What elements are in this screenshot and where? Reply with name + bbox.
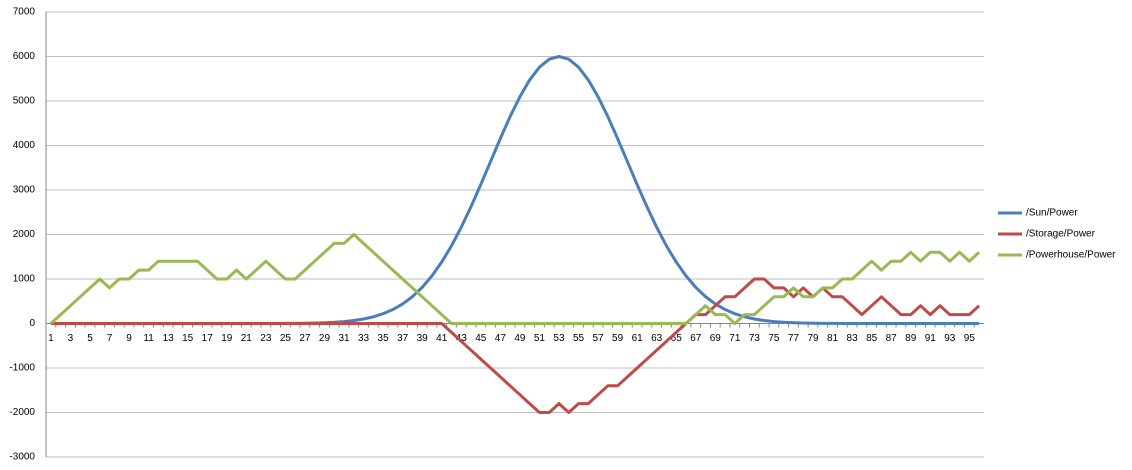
x-tick-label: 39 [417,333,429,344]
x-tick-label: 51 [534,333,546,344]
x-tick-label: 57 [592,333,604,344]
x-tick-label: 63 [651,333,663,344]
x-tick-label: 31 [338,333,350,344]
y-tick-label: -1000 [9,363,35,374]
y-tick-label: 0 [29,318,35,329]
x-tick-label: 11 [143,333,154,344]
x-tick-label: 33 [358,333,370,344]
x-tick-label: 83 [847,333,859,344]
x-tick-label: 89 [905,333,917,344]
x-tick-label: 87 [886,333,898,344]
x-tick-label: 45 [475,333,487,344]
x-tick-label: 17 [202,333,214,344]
x-tick-label: 75 [768,333,780,344]
y-tick-label: -3000 [9,452,35,463]
y-tick-label: -2000 [9,407,35,418]
y-tick-label: 7000 [13,7,36,18]
legend-label: /Powerhouse/Power [1026,250,1116,261]
x-tick-label: 65 [671,333,683,344]
x-tick-label: 61 [632,333,644,344]
x-tick-label: 59 [612,333,624,344]
x-tick-label: 47 [495,333,507,344]
y-tick-label: 4000 [13,140,36,151]
x-tick-label: 71 [729,333,741,344]
y-tick-label: 3000 [13,185,36,196]
x-tick-label: 53 [553,333,565,344]
x-tick-label: 93 [944,333,956,344]
series-line [50,277,981,414]
y-tick-label: 1000 [13,274,36,285]
x-tick-label: 85 [866,333,878,344]
legend-label: /Storage/Power [1026,229,1096,240]
x-tick-label: 29 [319,333,331,344]
x-tick-label: 37 [397,333,409,344]
x-tick-label: 23 [260,333,272,344]
y-tick-label: 2000 [13,229,36,240]
x-tick-label: 1 [48,333,54,344]
x-tick-label: 49 [514,333,526,344]
y-tick-label: 5000 [13,96,36,107]
x-tick-label: 25 [280,333,292,344]
x-tick-label: 9 [126,333,132,344]
x-tick-label: 67 [690,333,702,344]
y-tick-label: 6000 [13,51,36,62]
x-tick-label: 43 [456,333,468,344]
x-tick-label: 91 [925,333,937,344]
x-tick-label: 27 [299,333,311,344]
x-tick-label: 13 [163,333,175,344]
x-tick-label: 73 [749,333,761,344]
x-tick-label: 69 [710,333,722,344]
x-tick-label: 7 [107,333,113,344]
x-tick-label: 95 [964,333,976,344]
x-tick-label: 35 [378,333,390,344]
x-tick-label: 19 [221,333,233,344]
x-tick-label: 79 [807,333,819,344]
x-tick-label: 21 [241,333,253,344]
legend-label: /Sun/Power [1026,208,1078,219]
x-tick-label: 3 [68,333,74,344]
x-tick-label: 15 [182,333,194,344]
x-tick-label: 81 [827,333,839,344]
x-tick-label: 5 [87,333,93,344]
x-tick-label: 55 [573,333,585,344]
series-line [49,233,981,325]
x-tick-label: 41 [436,333,448,344]
x-tick-label: 77 [788,333,800,344]
